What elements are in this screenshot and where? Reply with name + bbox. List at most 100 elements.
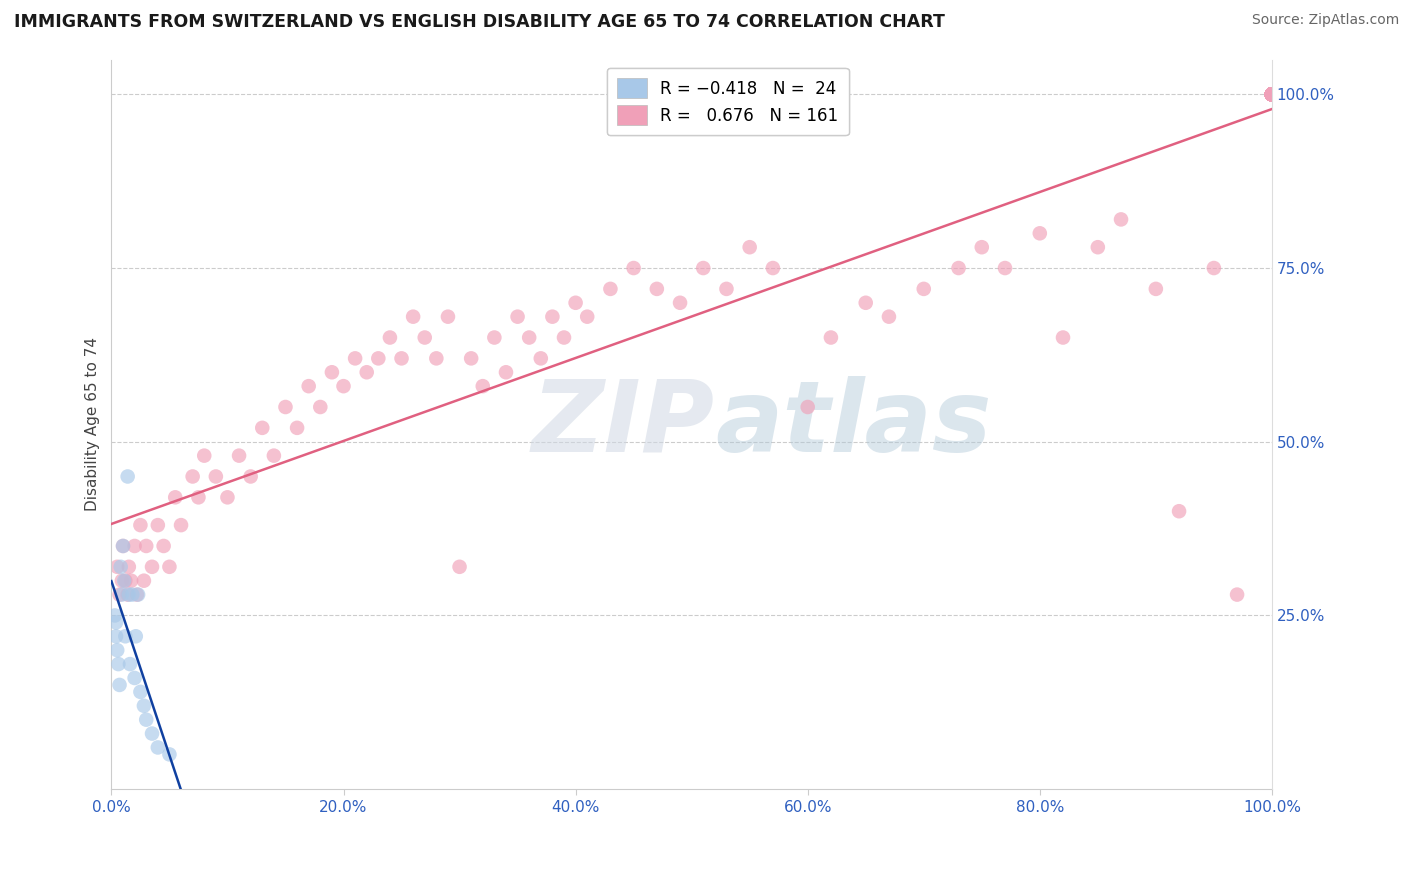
Point: [1261, 87, 1284, 102]
Point: [1261, 87, 1284, 102]
Point: [132, 574, 155, 588]
Point: [1261, 87, 1284, 102]
Point: [1261, 87, 1284, 102]
Point: [127, 588, 149, 602]
Point: [1261, 87, 1284, 102]
Point: [1261, 87, 1284, 102]
Point: [1261, 87, 1284, 102]
Point: [820, 330, 842, 344]
Point: [1261, 87, 1284, 102]
Point: [1202, 260, 1225, 275]
Point: [855, 295, 877, 310]
Point: [1261, 87, 1284, 102]
Point: [1261, 87, 1284, 102]
Point: [391, 351, 413, 366]
Text: IMMIGRANTS FROM SWITZERLAND VS ENGLISH DISABILITY AGE 65 TO 74 CORRELATION CHART: IMMIGRANTS FROM SWITZERLAND VS ENGLISH D…: [14, 13, 945, 31]
Point: [108, 678, 131, 692]
Legend: R = −0.418   N =  24, R =   0.676   N = 161: R = −0.418 N = 24, R = 0.676 N = 161: [607, 68, 849, 136]
Point: [1261, 87, 1284, 102]
Point: [124, 539, 146, 553]
Point: [1261, 87, 1284, 102]
Point: [110, 559, 132, 574]
Point: [1261, 87, 1284, 102]
Point: [1261, 87, 1284, 102]
Point: [181, 469, 204, 483]
Point: [1261, 87, 1284, 102]
Point: [1144, 282, 1167, 296]
Point: [1261, 87, 1284, 102]
Point: [252, 421, 274, 435]
Point: [121, 588, 143, 602]
Point: [105, 559, 128, 574]
Point: [1261, 87, 1284, 102]
Y-axis label: Disability Age 65 to 74: Disability Age 65 to 74: [86, 337, 100, 511]
Point: [541, 310, 564, 324]
Point: [1261, 87, 1284, 102]
Point: [1261, 87, 1284, 102]
Point: [111, 574, 134, 588]
Point: [125, 629, 148, 643]
Text: ZIP: ZIP: [531, 376, 714, 473]
Point: [1261, 87, 1284, 102]
Point: [228, 449, 250, 463]
Point: [165, 491, 187, 505]
Point: [1261, 87, 1284, 102]
Point: [152, 539, 174, 553]
Point: [1261, 87, 1284, 102]
Point: [356, 365, 378, 379]
Point: [146, 740, 169, 755]
Point: [1261, 87, 1284, 102]
Point: [413, 330, 436, 344]
Point: [1261, 87, 1284, 102]
Point: [599, 282, 621, 296]
Point: [111, 588, 134, 602]
Point: [564, 295, 586, 310]
Point: [1261, 87, 1284, 102]
Point: [994, 260, 1017, 275]
Point: [367, 351, 389, 366]
Point: [738, 240, 761, 254]
Point: [129, 518, 152, 533]
Point: [1261, 87, 1284, 102]
Point: [1261, 87, 1284, 102]
Point: [298, 379, 321, 393]
Point: [1261, 87, 1284, 102]
Point: [193, 449, 215, 463]
Point: [1261, 87, 1284, 102]
Point: [112, 574, 135, 588]
Point: [1261, 87, 1284, 102]
Point: [796, 400, 818, 414]
Point: [118, 588, 141, 602]
Point: [1261, 87, 1284, 102]
Point: [1261, 87, 1284, 102]
Point: [1261, 87, 1284, 102]
Point: [1261, 87, 1284, 102]
Point: [1261, 87, 1284, 102]
Point: [1261, 87, 1284, 102]
Point: [170, 518, 193, 533]
Point: [1261, 87, 1284, 102]
Point: [1168, 504, 1191, 518]
Point: [1261, 87, 1284, 102]
Point: [159, 747, 181, 762]
Point: [1261, 87, 1284, 102]
Point: [669, 295, 692, 310]
Point: [141, 559, 163, 574]
Point: [1087, 240, 1109, 254]
Point: [1261, 87, 1284, 102]
Point: [118, 559, 141, 574]
Point: [205, 469, 228, 483]
Point: [1226, 588, 1249, 602]
Point: [274, 400, 297, 414]
Point: [263, 449, 285, 463]
Point: [1261, 87, 1284, 102]
Point: [187, 491, 209, 505]
Point: [1261, 87, 1284, 102]
Point: [495, 365, 517, 379]
Point: [378, 330, 401, 344]
Point: [1261, 87, 1284, 102]
Point: [1261, 87, 1284, 102]
Point: [111, 539, 134, 553]
Point: [1109, 212, 1132, 227]
Point: [402, 310, 425, 324]
